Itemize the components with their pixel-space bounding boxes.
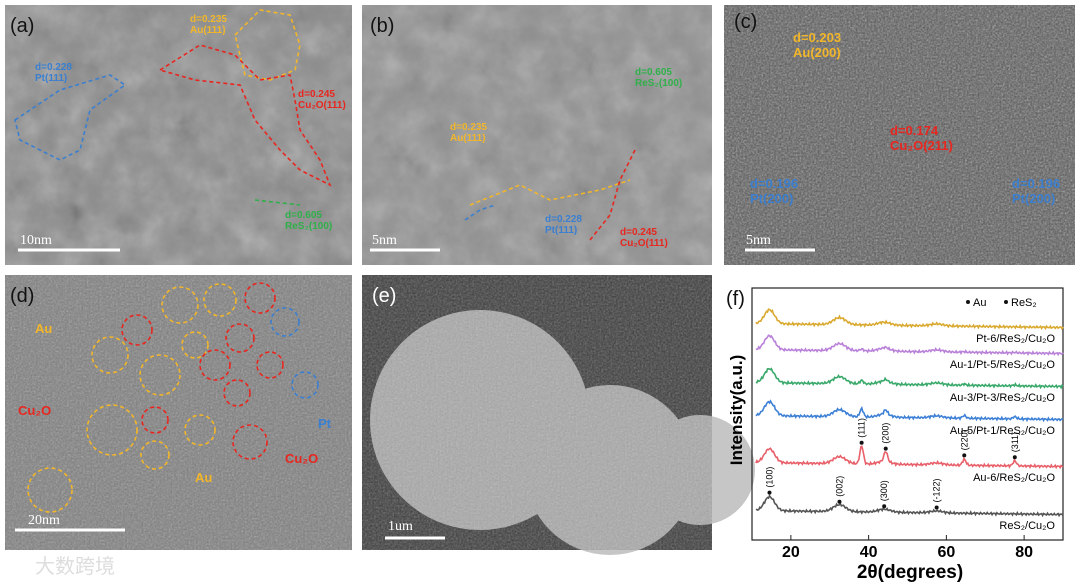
annotation: ReS₂(100): [285, 221, 332, 232]
legend-label: ReS₂/Cu₂O: [999, 520, 1055, 532]
annotation: Cu₂O(111): [620, 238, 668, 249]
annotation: Cu₂O(211): [890, 138, 953, 153]
peak-marker: [1012, 455, 1017, 460]
annotation: Pt(200): [1012, 191, 1055, 206]
texture: [5, 275, 352, 550]
panel-label: (a): [10, 15, 34, 37]
peak-label: (220): [959, 429, 969, 450]
annotation: d=0.245: [620, 227, 657, 238]
annotation: d=0.203: [793, 30, 841, 45]
xrd-curve: [755, 494, 1064, 518]
xrd-curve: [755, 445, 1064, 470]
legend-label: Au-3/Pt-3/ReS₂/Cu₂O: [950, 392, 1056, 404]
annotation: d=0.245: [298, 89, 335, 100]
legend-label: Pt-6/ReS₂/Cu₂O: [976, 333, 1055, 345]
annotations-a: d=0.235 Au(111) d=0.228 Pt(111) d=0.245 …: [14, 9, 346, 232]
texture: [362, 275, 712, 550]
peak-label: (100): [764, 467, 774, 488]
annotation: d=0.228: [35, 62, 72, 73]
y-axis-label: Intensity(a.u.): [727, 355, 746, 466]
annotation: Au: [195, 470, 212, 485]
xrd-curve: [755, 399, 1064, 423]
legend-phase: Au: [973, 297, 986, 309]
peak-label: (311): [1010, 432, 1020, 452]
scale-label: 5nm: [372, 233, 397, 248]
scale-label: 20nm: [28, 513, 60, 528]
peak-marker: [962, 453, 967, 458]
annotation: Cu₂O(111): [298, 100, 346, 111]
peak-label: (002): [834, 476, 844, 497]
peak-marker: [882, 504, 887, 509]
x-tick-label: 20: [782, 544, 800, 561]
annotation: d=0.235: [450, 122, 487, 133]
annotation: Au(200): [793, 45, 841, 60]
panel-label: (c): [734, 11, 757, 33]
legend-dot: [966, 300, 970, 304]
xrd-curve: [755, 367, 1064, 390]
peak-label: (200): [881, 423, 891, 444]
peak-marker: [767, 490, 772, 495]
texture: [724, 5, 1075, 265]
x-axis-label: 2θ(degrees): [857, 562, 963, 583]
peak-label: (300): [879, 480, 889, 501]
annotation: d=0.196: [750, 176, 798, 191]
annotation: Pt(111): [545, 225, 577, 236]
annotation: Pt: [318, 416, 332, 431]
peak-marker: [934, 505, 939, 510]
legend-label: Au-6/ReS₂/Cu₂O: [973, 472, 1055, 484]
xrd-plot: 20 40 60 80 Pt-6/ReS₂/Cu₂O Au-1/Pt-5/ReS₂/Cu₂…: [755, 297, 1064, 561]
panel-label: (e): [372, 285, 396, 307]
annotation: Au(111): [450, 133, 486, 144]
annotation: d=0.196: [1012, 176, 1060, 191]
annotation: Pt(200): [750, 191, 793, 206]
x-tick-label: 80: [1015, 544, 1033, 561]
plot-frame: [751, 287, 1064, 541]
texture: [362, 5, 712, 265]
micrographs: [5, 5, 1075, 555]
panel-label: (d): [10, 285, 34, 307]
annotation: Pt(111): [35, 73, 67, 84]
peak-marker: [837, 499, 842, 504]
annotation: Au(111): [190, 25, 226, 36]
peak-marker: [859, 440, 864, 445]
scale-label: 1um: [388, 519, 413, 534]
watermark: 大数跨境: [35, 554, 115, 578]
peak-label: (-122): [932, 478, 942, 502]
x-tick-label: 40: [860, 544, 878, 561]
panel-label: (f): [726, 288, 745, 310]
annotations-d: Au Cu₂O Pt Au Cu₂O: [18, 282, 332, 513]
peak-marker: [883, 446, 888, 451]
xrd-curve: [755, 308, 1064, 331]
annotations-c: d=0.203 Au(200) d=0.174 Cu₂O(211) d=0.19…: [750, 30, 1060, 206]
annotation: d=0.228: [545, 214, 582, 225]
annotation: ReS₂(100): [635, 78, 682, 89]
legend-label: Au-1/Pt-5/ReS₂/Cu₂O: [950, 359, 1056, 371]
annotation: Cu₂O: [285, 451, 318, 466]
annotations-b: d=0.235 Au(111) d=0.605 ReS₂(100) d=0.22…: [450, 67, 682, 249]
annotation: d=0.605: [635, 67, 672, 78]
annotation: d=0.174: [890, 123, 939, 138]
annotation: d=0.605: [285, 210, 322, 221]
xrd-curve: [755, 334, 1064, 357]
legend-dot: [1004, 300, 1008, 304]
annotation: d=0.235: [190, 14, 227, 25]
scale-label: 10nm: [20, 233, 52, 248]
legend-label: Au-5/Pt-1/ReS₂/Cu₂O: [950, 425, 1056, 437]
annotation: Cu₂O: [18, 403, 51, 418]
texture: [5, 5, 352, 265]
legend-phase: ReS₂: [1011, 297, 1037, 309]
x-tick-label: 60: [937, 544, 955, 561]
scale-label: 5nm: [746, 233, 771, 248]
peak-label: (111): [857, 418, 867, 438]
panel-label: (b): [370, 15, 394, 37]
annotation: Au: [35, 321, 52, 336]
